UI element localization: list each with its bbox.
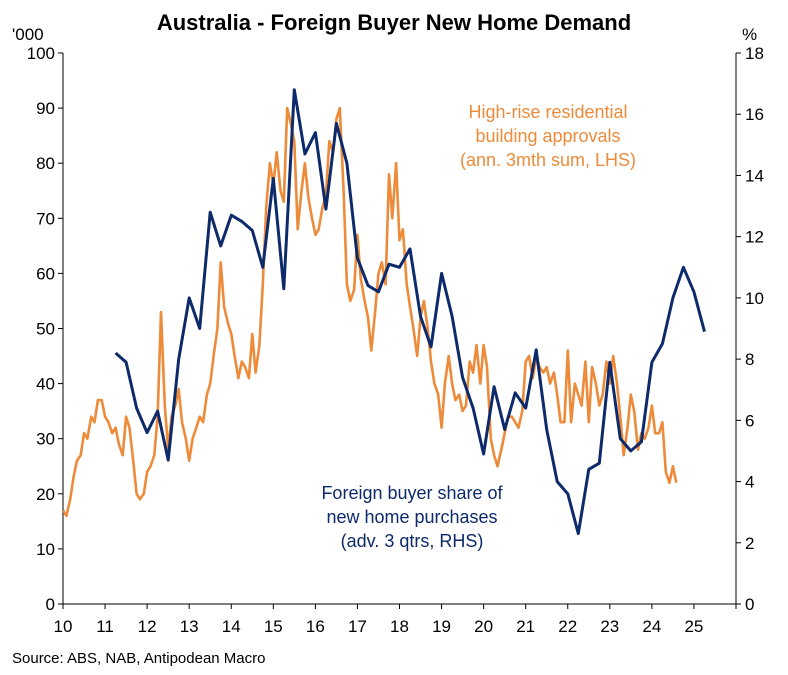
x-tick-label: 22 <box>558 617 577 636</box>
x-tick-label: 10 <box>54 617 73 636</box>
foreign-share-annotation-line-3: (adv. 3 qtrs, RHS) <box>341 531 484 551</box>
x-tick-label: 25 <box>684 617 703 636</box>
left-tick-label: 10 <box>36 540 55 559</box>
x-tick-label: 11 <box>96 617 114 636</box>
series-line-high-rise-approvals <box>61 106 678 518</box>
left-tick-label: 80 <box>36 154 55 173</box>
right-tick-label: 2 <box>745 534 754 553</box>
left-tick-label: 100 <box>27 44 55 63</box>
x-tick-label: 19 <box>432 617 451 636</box>
high-rise-annotation: High-rise residential building approvals… <box>460 102 636 170</box>
high-rise-annotation-line-2: building approvals <box>475 126 620 146</box>
x-tick-label: 15 <box>264 617 283 636</box>
left-tick-label: 30 <box>36 430 55 449</box>
left-tick-label: 90 <box>36 99 55 118</box>
x-tick-label: 13 <box>180 617 199 636</box>
x-axis: 10 11 12 13 14 15 16 17 18 19 20 21 22 23 24 25 <box>54 604 737 636</box>
left-tick-label: 20 <box>36 485 55 504</box>
left-tick-label: 70 <box>36 209 55 228</box>
x-tick-label: 20 <box>474 617 493 636</box>
left-axis-unit: '000 <box>12 25 44 44</box>
right-y-axis: 0 2 4 6 8 10 12 14 16 18 <box>736 44 764 614</box>
right-axis-unit: % <box>742 25 757 44</box>
left-tick-label: 0 <box>46 595 55 614</box>
chart-title: Australia - Foreign Buyer New Home Deman… <box>157 10 631 35</box>
foreign-share-annotation: Foreign buyer share of new home purchase… <box>321 483 503 551</box>
foreign-share-annotation-line-1: Foreign buyer share of <box>321 483 503 503</box>
high-rise-annotation-line-3: (ann. 3mth sum, LHS) <box>460 150 636 170</box>
left-tick-label: 50 <box>36 320 55 339</box>
x-tick-label: 17 <box>348 617 367 636</box>
right-tick-label: 8 <box>745 350 754 369</box>
right-tick-label: 12 <box>745 228 764 247</box>
foreign-share-annotation-line-2: new home purchases <box>326 507 497 527</box>
high-rise-annotation-line-1: High-rise residential <box>468 102 627 122</box>
right-tick-label: 4 <box>745 473 754 492</box>
x-tick-label: 21 <box>516 617 535 636</box>
right-tick-label: 16 <box>745 105 764 124</box>
left-y-axis: 0 10 20 30 40 50 60 70 80 90 100 <box>27 44 63 614</box>
right-tick-label: 18 <box>745 44 764 63</box>
x-tick-label: 23 <box>600 617 619 636</box>
x-tick-label: 24 <box>642 617 661 636</box>
series-line-foreign-buyer-share <box>114 88 706 536</box>
source-note: Source: ABS, NAB, Antipodean Macro <box>12 650 265 667</box>
right-tick-label: 14 <box>745 166 764 185</box>
left-tick-label: 60 <box>36 264 55 283</box>
left-tick-label: 40 <box>36 375 55 394</box>
x-tick-label: 14 <box>222 617 241 636</box>
x-tick-label: 18 <box>390 617 409 636</box>
x-tick-label: 16 <box>306 617 325 636</box>
right-tick-label: 6 <box>745 411 754 430</box>
right-tick-label: 0 <box>745 595 754 614</box>
right-tick-label: 10 <box>745 289 764 308</box>
x-tick-label: 12 <box>138 617 157 636</box>
